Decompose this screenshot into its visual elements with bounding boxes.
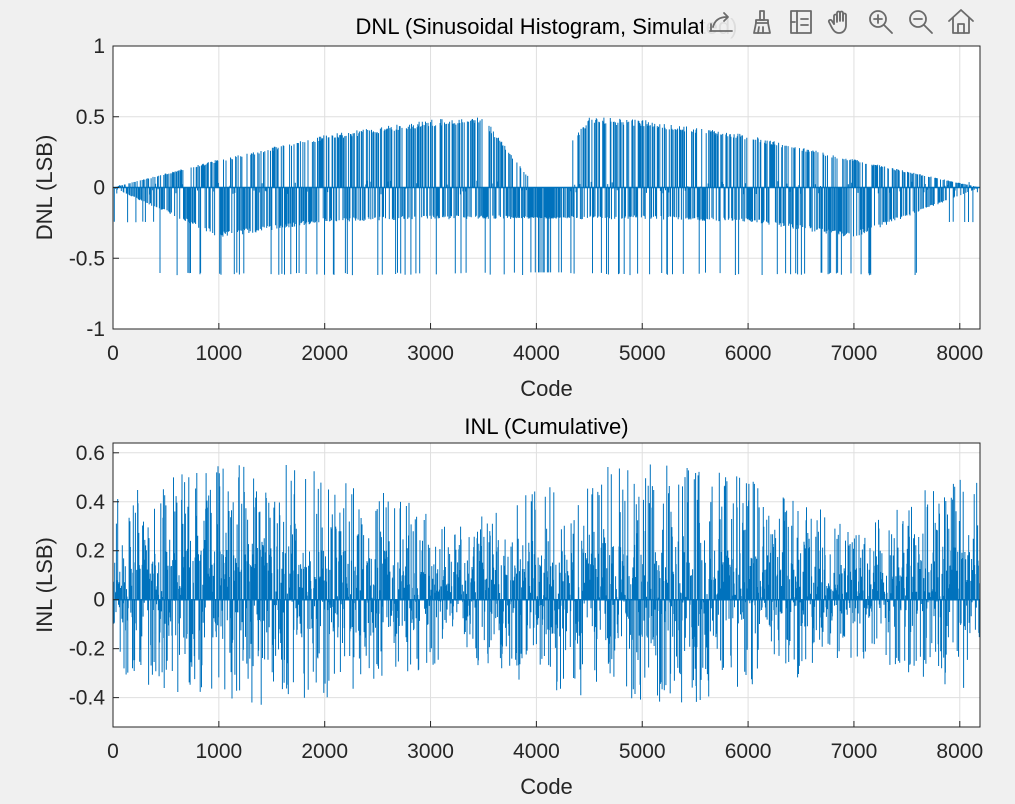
zoom-in-icon[interactable] xyxy=(863,4,899,40)
home-icon[interactable] xyxy=(943,4,979,40)
dnl-y-tick-label: 0.5 xyxy=(76,106,105,129)
brush-icon[interactable] xyxy=(743,4,779,40)
dnl-x-tick-label: 8000 xyxy=(936,342,983,365)
axes-toolbar xyxy=(703,4,981,40)
pan-icon[interactable] xyxy=(823,4,859,40)
dnl-bars xyxy=(113,117,980,276)
dnl-xlabel: Code xyxy=(520,376,573,401)
inl-ylabel: INL (LSB) xyxy=(32,537,57,633)
inl-axes-box xyxy=(112,442,981,728)
dnl-x-tick-label: 1000 xyxy=(195,342,242,365)
inl-title: INL (Cumulative) xyxy=(464,414,628,439)
dnl-x-tick-label: 3000 xyxy=(407,342,454,365)
inl-axes: 0 1000 2000 3000 4000 5000 6000 7000 8000 -0.4 -0.… xyxy=(32,414,983,799)
inl-x-tick-label: 1000 xyxy=(195,740,242,763)
data-tip-icon[interactable] xyxy=(783,4,819,40)
dnl-axes: 0 1000 2000 3000 4000 5000 6000 7000 8000 -1 -0.5 0… xyxy=(32,14,983,401)
dnl-axes-box xyxy=(112,45,981,330)
dnl-x-tick-label: 5000 xyxy=(619,342,666,365)
inl-y-tick-label: -0.4 xyxy=(69,687,106,710)
dnl-y-tick-label: 0 xyxy=(93,177,105,200)
inl-y-tick-label: 0.6 xyxy=(76,442,105,465)
dnl-y-tick-label: 1 xyxy=(93,35,105,58)
dnl-x-tick-label: 6000 xyxy=(725,342,772,365)
export-icon[interactable] xyxy=(703,4,739,40)
dnl-y-tick-label: -1 xyxy=(86,318,105,341)
inl-x-tick-label: 6000 xyxy=(725,740,772,763)
inl-y-tick-label: 0.2 xyxy=(76,540,105,563)
dnl-title: DNL (Sinusoidal Histogram, Simulated) xyxy=(356,14,738,39)
dnl-x-tick-label: 7000 xyxy=(831,342,878,365)
dnl-ticks: 0 1000 2000 3000 4000 5000 6000 7000 8000 -1 -0.5 0… xyxy=(69,35,983,365)
inl-y-tick-label: 0.4 xyxy=(76,491,106,514)
inl-xlabel: Code xyxy=(520,774,573,799)
inl-bars xyxy=(112,464,981,705)
dnl-x-tick-label: 4000 xyxy=(513,342,560,365)
inl-x-tick-label: 8000 xyxy=(936,740,983,763)
inl-x-tick-label: 0 xyxy=(107,740,119,763)
inl-x-tick-label: 3000 xyxy=(407,740,454,763)
inl-x-tick-label: 2000 xyxy=(301,740,348,763)
inl-x-tick-label: 7000 xyxy=(831,740,878,763)
dnl-x-tick-label: 0 xyxy=(107,342,119,365)
inl-y-tick-label: 0 xyxy=(93,589,105,612)
dnl-ylabel: DNL (LSB) xyxy=(32,135,57,241)
inl-x-tick-label: 5000 xyxy=(619,740,666,763)
dnl-y-tick-label: -0.5 xyxy=(69,247,105,270)
inl-y-tick-label: -0.2 xyxy=(69,638,105,661)
zoom-out-icon[interactable] xyxy=(903,4,939,40)
inl-x-tick-label: 4000 xyxy=(513,740,560,763)
inl-ticks: 0 1000 2000 3000 4000 5000 6000 7000 8000 -0.4 -0.… xyxy=(69,442,983,763)
dnl-x-tick-label: 2000 xyxy=(301,342,348,365)
